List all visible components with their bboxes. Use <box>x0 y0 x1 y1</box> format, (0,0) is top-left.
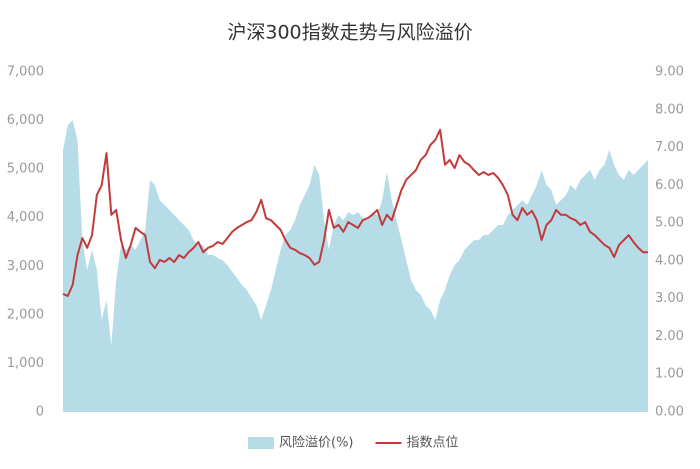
y-tick-label: 0 <box>36 405 44 420</box>
y2-tick-label: 2.00 <box>655 329 684 344</box>
y-tick-label: 5,000 <box>7 162 44 177</box>
line <box>62 128 648 297</box>
y-tick-label: 4,000 <box>7 210 44 225</box>
y2-tick-label: 3.00 <box>655 291 684 306</box>
y2-tick-label: 7.00 <box>655 140 684 155</box>
area <box>63 119 648 412</box>
y-tick-label: 3,000 <box>7 259 44 274</box>
y-tick-label: 2,000 <box>7 307 44 322</box>
legend-swatch <box>248 437 274 449</box>
legend-label: 风险溢价(%) <box>279 436 354 451</box>
legend-label: 指数点位 <box>407 436 459 451</box>
y2-tick-label: 4.00 <box>655 253 684 268</box>
y2-tick-label: 9.00 <box>655 65 684 80</box>
y2-tick-label: 1.00 <box>655 367 684 382</box>
y2-tick-label: 6.00 <box>655 178 684 193</box>
y2-tick-label: 5.00 <box>655 216 684 231</box>
y-tick-label: 7,000 <box>7 65 44 80</box>
y2-tick-label: 8.00 <box>655 102 684 117</box>
y-tick-label: 6,000 <box>7 113 44 128</box>
y2-tick-label: 0.00 <box>655 405 684 420</box>
chart-title: 沪深300指数走势与风险溢价 <box>227 22 472 44</box>
y-tick-label: 1,000 <box>7 356 44 371</box>
